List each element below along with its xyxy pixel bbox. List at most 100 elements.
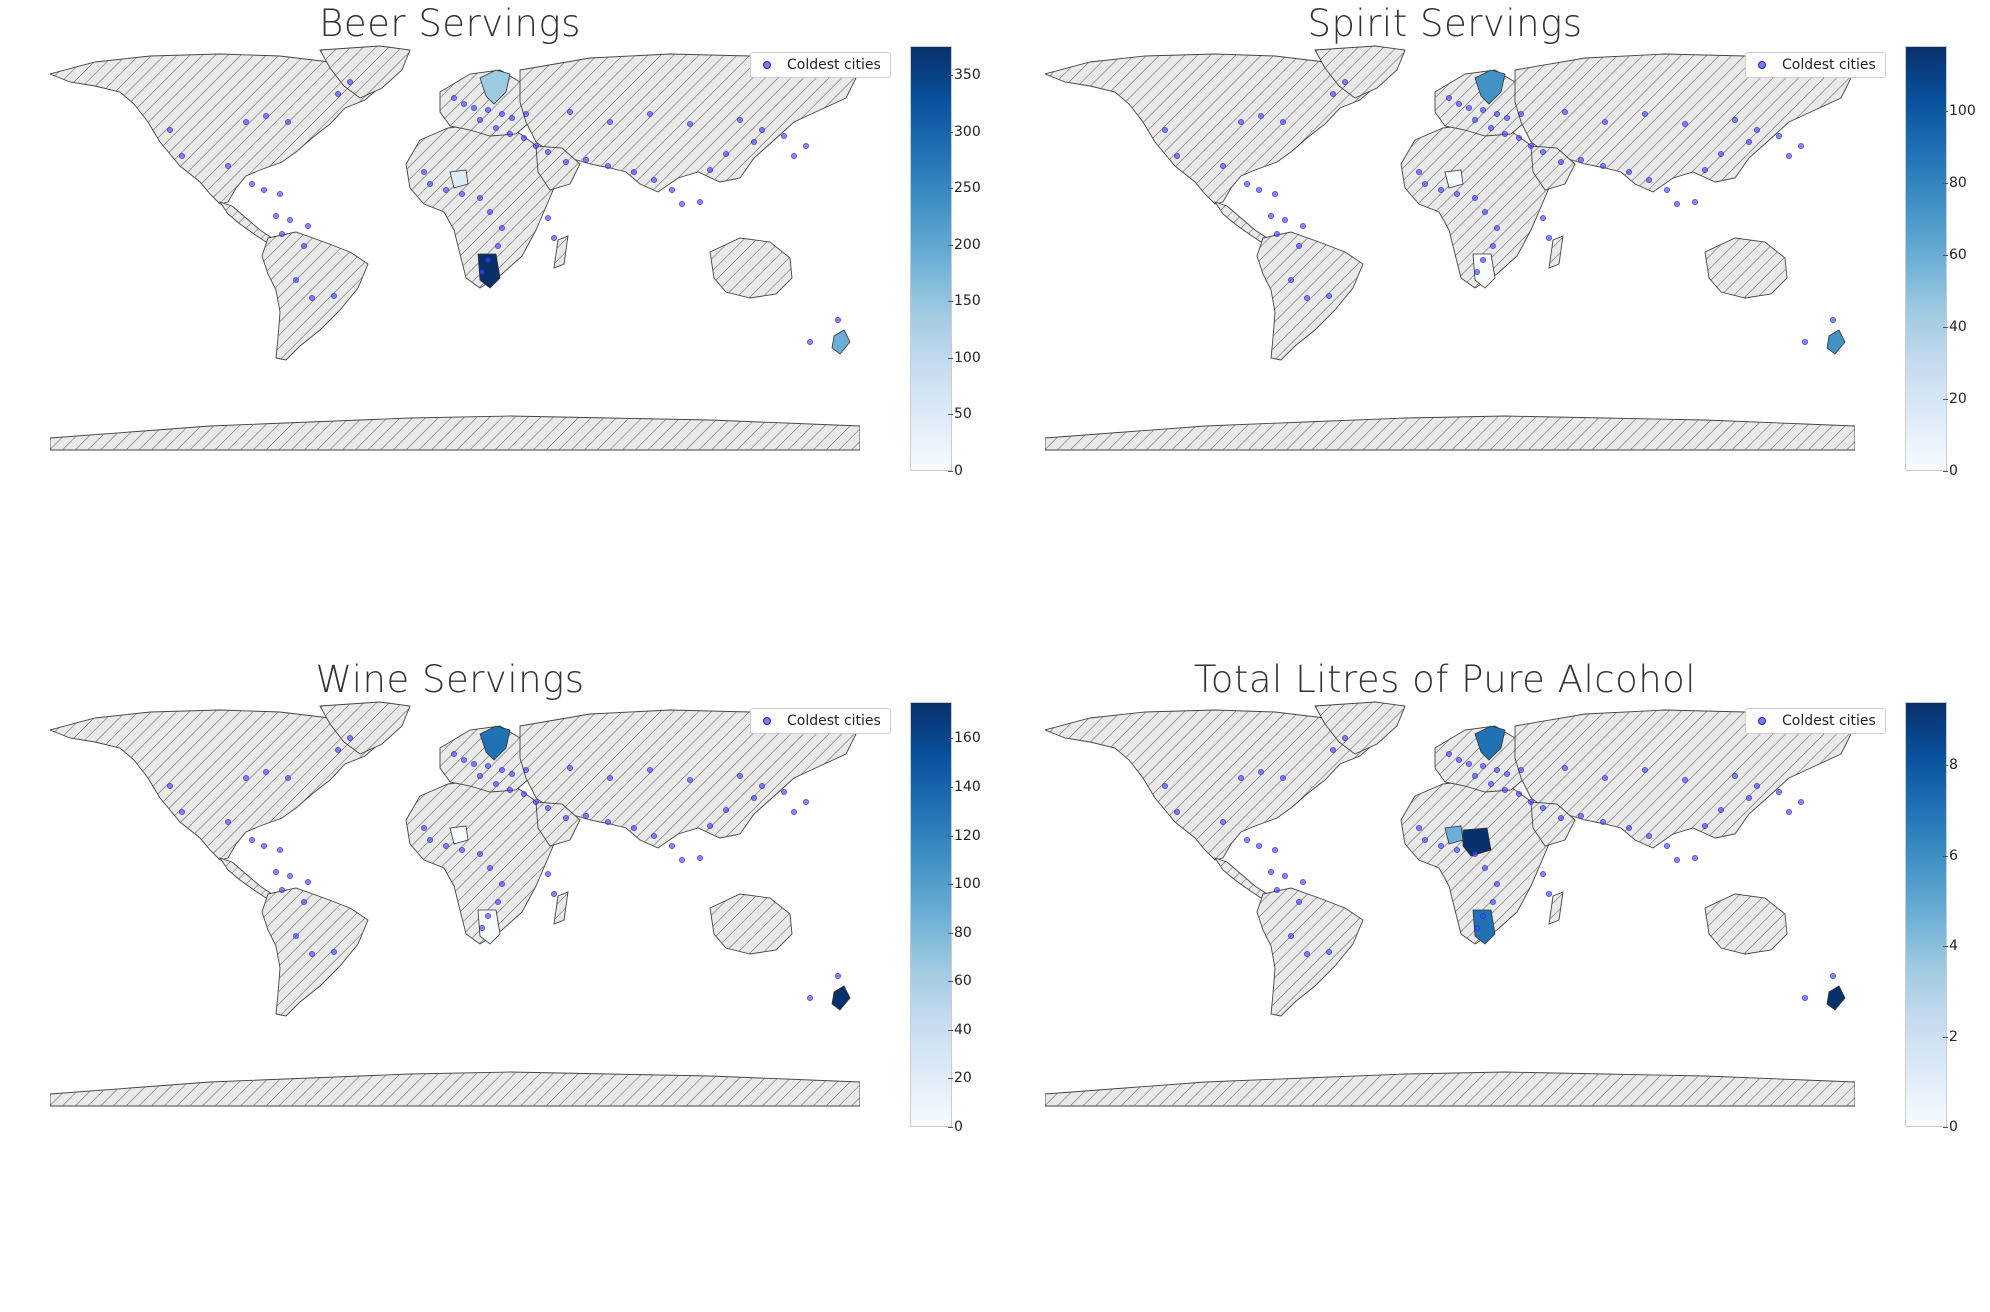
city-marker bbox=[1466, 761, 1472, 767]
city-marker bbox=[1786, 809, 1792, 815]
city-marker bbox=[331, 293, 337, 299]
region-namibia bbox=[1472, 253, 1496, 289]
city-marker bbox=[1562, 109, 1568, 115]
region-new-zealand bbox=[1826, 985, 1846, 1011]
colorbar-tick-label: 60 bbox=[948, 973, 972, 990]
map-legend[interactable]: Coldest cities bbox=[750, 52, 891, 78]
panel-total-litres: Total Litres of Pure Alcohol Coldest cit… bbox=[995, 656, 1990, 1312]
city-marker bbox=[545, 149, 551, 155]
city-marker bbox=[471, 105, 477, 111]
city-marker bbox=[1256, 187, 1262, 193]
city-marker bbox=[1754, 127, 1760, 133]
city-marker bbox=[347, 735, 353, 741]
panel-title: Spirit Servings bbox=[1307, 2, 1583, 45]
colorbar bbox=[1905, 702, 1947, 1127]
landmass-australia bbox=[1704, 893, 1788, 955]
city-marker bbox=[167, 127, 173, 133]
landmass-madagascar bbox=[1548, 891, 1564, 925]
city-marker bbox=[293, 933, 299, 939]
city-marker bbox=[1416, 825, 1422, 831]
city-marker bbox=[277, 191, 283, 197]
landmass-central-america bbox=[218, 857, 273, 899]
city-marker bbox=[443, 843, 449, 849]
colorbar-tick-label: 250 bbox=[948, 180, 981, 197]
city-marker bbox=[1540, 149, 1546, 155]
city-marker bbox=[1268, 213, 1274, 219]
city-marker bbox=[1502, 787, 1508, 793]
city-marker bbox=[723, 807, 729, 813]
region-namibia bbox=[1472, 909, 1496, 945]
city-marker bbox=[1482, 865, 1488, 871]
colorbar-tick-label: 0 bbox=[948, 463, 963, 479]
city-marker bbox=[1732, 117, 1738, 123]
city-marker bbox=[759, 783, 765, 789]
city-marker bbox=[1488, 781, 1494, 787]
city-marker bbox=[1540, 805, 1546, 811]
landmass-central-america bbox=[1213, 201, 1268, 243]
landmass-north-america bbox=[50, 53, 381, 205]
city-marker bbox=[1802, 339, 1808, 345]
landmass-madagascar bbox=[553, 891, 569, 925]
city-marker bbox=[807, 995, 813, 1001]
city-marker bbox=[499, 881, 505, 887]
city-marker bbox=[1518, 111, 1524, 117]
colorbar-tick-label: 80 bbox=[948, 924, 972, 941]
region-new-zealand bbox=[831, 985, 851, 1011]
city-marker bbox=[1558, 815, 1564, 821]
city-marker bbox=[427, 181, 433, 187]
city-marker bbox=[485, 107, 491, 113]
city-marker bbox=[1416, 169, 1422, 175]
city-marker bbox=[293, 277, 299, 283]
landmass-madagascar bbox=[553, 235, 569, 269]
city-marker bbox=[301, 243, 307, 249]
colorbar-tick-label: 150 bbox=[948, 293, 981, 310]
map-legend[interactable]: Coldest cities bbox=[1745, 708, 1886, 734]
city-marker bbox=[791, 809, 797, 815]
map-legend[interactable]: Coldest cities bbox=[750, 708, 891, 734]
city-marker bbox=[1494, 881, 1500, 887]
city-marker bbox=[499, 225, 505, 231]
city-marker bbox=[1456, 101, 1462, 107]
city-marker bbox=[1702, 823, 1708, 829]
city-marker bbox=[1718, 807, 1724, 813]
region-scandinavia bbox=[1474, 725, 1506, 761]
city-marker bbox=[277, 847, 283, 853]
colorbar-tick-label: 200 bbox=[948, 236, 981, 253]
city-marker bbox=[545, 805, 551, 811]
world-map bbox=[1045, 701, 1855, 1107]
city-marker bbox=[443, 187, 449, 193]
city-marker bbox=[485, 913, 491, 919]
city-marker bbox=[261, 843, 267, 849]
city-marker bbox=[1480, 913, 1486, 919]
region-burkina-faso bbox=[1444, 825, 1464, 845]
city-marker bbox=[287, 217, 293, 223]
city-marker bbox=[1220, 163, 1226, 169]
city-marker bbox=[1342, 735, 1348, 741]
city-marker bbox=[807, 339, 813, 345]
city-marker bbox=[249, 181, 255, 187]
city-marker bbox=[669, 843, 675, 849]
city-marker bbox=[451, 751, 457, 757]
city-marker-icon bbox=[763, 717, 771, 725]
city-marker bbox=[523, 111, 529, 117]
city-marker bbox=[347, 79, 353, 85]
city-marker bbox=[521, 791, 527, 797]
city-marker bbox=[263, 113, 269, 119]
city-marker bbox=[1494, 225, 1500, 231]
colorbar-tick-label: 120 bbox=[948, 827, 981, 844]
map-legend[interactable]: Coldest cities bbox=[1745, 52, 1886, 78]
city-marker bbox=[1174, 809, 1180, 815]
city-marker bbox=[803, 143, 809, 149]
colorbar-tick-label: 350 bbox=[948, 67, 981, 84]
panel-spirit: Spirit Servings Coldest cities 0 20 40 60 80… bbox=[995, 0, 1990, 656]
region-namibia bbox=[477, 909, 501, 945]
city-marker bbox=[493, 125, 499, 131]
city-marker bbox=[1304, 951, 1310, 957]
city-marker bbox=[781, 789, 787, 795]
city-marker bbox=[1642, 767, 1648, 773]
city-marker bbox=[479, 269, 485, 275]
city-marker bbox=[1480, 107, 1486, 113]
city-marker bbox=[285, 775, 291, 781]
city-marker bbox=[167, 783, 173, 789]
colorbar-tick-label: 140 bbox=[948, 779, 981, 795]
